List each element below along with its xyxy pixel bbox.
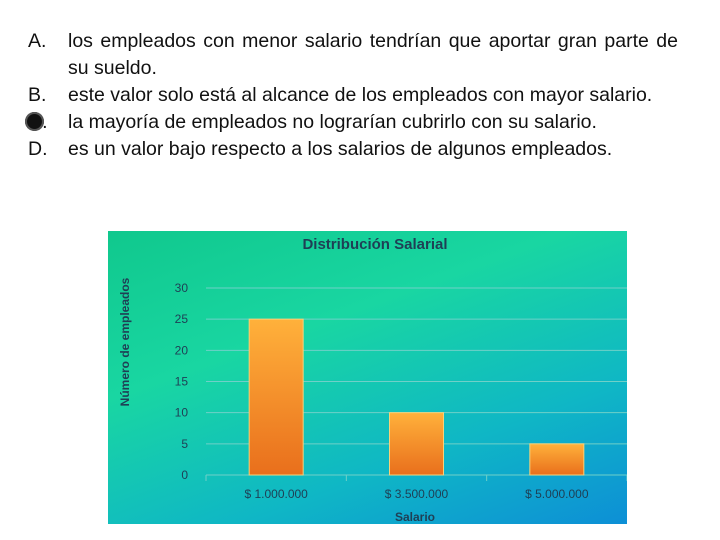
- x-axis-title: Salario: [395, 510, 435, 524]
- option-letter-c: C.: [25, 109, 68, 136]
- option-a[interactable]: A. los empleados con menor salario tendr…: [28, 28, 678, 82]
- option-text: la mayoría de empleados no lograrían cub…: [68, 111, 597, 133]
- bar: [529, 443, 585, 476]
- selected-marker-icon: [25, 112, 44, 131]
- option-letter: D.: [28, 138, 48, 160]
- y-tick-label: 30: [175, 281, 189, 295]
- y-tick-label: 20: [175, 343, 189, 357]
- option-letter: B.: [28, 84, 47, 106]
- option-text: este valor solo está al alcance de los e…: [68, 84, 653, 106]
- option-text: los empleados con menor salario tendrían…: [68, 30, 678, 79]
- y-tick-label: 25: [175, 312, 189, 326]
- option-b[interactable]: B. este valor solo está al alcance de lo…: [28, 82, 678, 109]
- option-text: es un valor bajo respecto a los salarios…: [68, 138, 613, 160]
- y-tick-label: 10: [175, 406, 189, 420]
- y-tick-label: 5: [181, 437, 188, 451]
- x-tick-label: $ 3.500.000: [385, 487, 449, 501]
- chart-title: Distribución Salarial: [302, 236, 447, 253]
- chart-svg: 0 5 10 15 20 25 30 $ 1.000.000 $ 3.500.000 $ 5.00…: [118, 236, 627, 524]
- answer-options: A. los empleados con menor salario tendr…: [25, 28, 678, 163]
- y-tick-label: 0: [181, 468, 188, 482]
- option-d[interactable]: D. es un valor bajo respecto a los salar…: [28, 136, 678, 163]
- bar: [389, 412, 444, 476]
- x-tick-label: $ 1.000.000: [244, 487, 308, 501]
- y-tick-label: 15: [175, 375, 189, 389]
- bars: [248, 318, 585, 476]
- bar: [248, 318, 304, 476]
- option-c[interactable]: C. la mayoría de empleados no lograrían …: [25, 109, 678, 136]
- axis-labels: 0 5 10 15 20 25 30 $ 1.000.000 $ 3.500.000 $ 5.00…: [175, 281, 589, 501]
- option-letter: A.: [28, 30, 47, 52]
- x-tick-label: $ 5.000.000: [525, 487, 589, 501]
- salary-distribution-chart: 0 5 10 15 20 25 30 $ 1.000.000 $ 3.500.000 $ 5.00…: [108, 231, 627, 524]
- y-axis-title: Número de empleados: [118, 277, 132, 406]
